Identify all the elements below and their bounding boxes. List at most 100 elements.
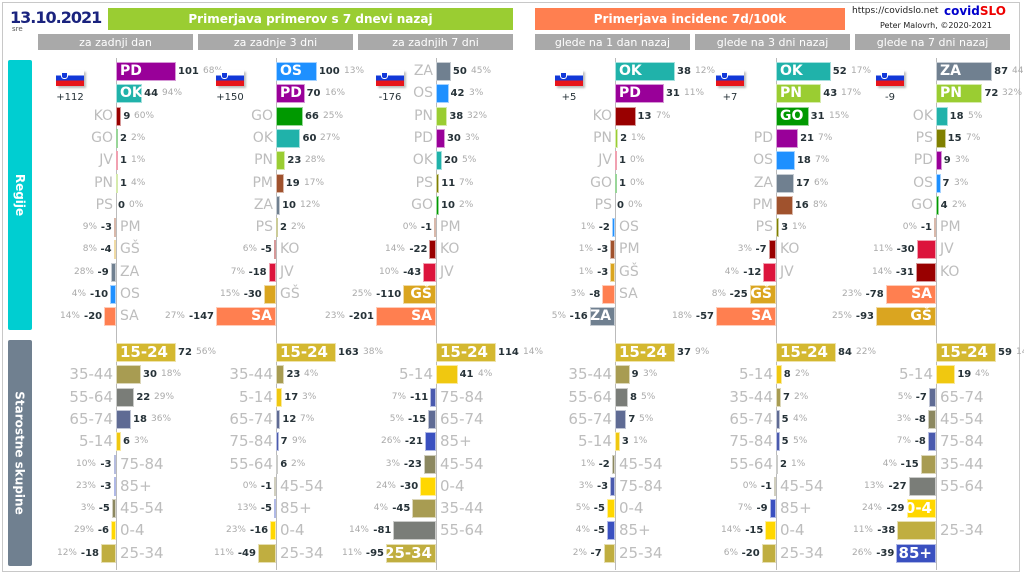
bar-label: 45-54 — [940, 409, 984, 428]
bar-label: 15-24 — [280, 343, 328, 361]
bar-value: 10 — [282, 199, 296, 211]
bar-value: -30 — [400, 480, 419, 492]
bar-label: 65-74 — [440, 409, 484, 428]
bar-percent: 2% — [291, 222, 306, 233]
bar-value: -1 — [920, 222, 932, 234]
bar-value: 3 — [621, 436, 629, 448]
bar-age — [615, 365, 630, 385]
bar-percent: 5% — [793, 436, 808, 447]
bar-percent: 3% — [80, 503, 95, 514]
bar-region — [436, 62, 451, 81]
bar-label: 65-74 — [940, 387, 984, 406]
bar-value: -1 — [420, 222, 432, 234]
bar-label: 25-34 — [384, 543, 432, 562]
bar-label: 45-54 — [619, 454, 663, 473]
bar-value: 84 — [838, 347, 852, 358]
bar-percent: 23% — [841, 289, 862, 299]
bar-value: 6 — [280, 458, 288, 470]
bar-region — [436, 106, 448, 126]
site-url[interactable]: https://covidslo.net — [852, 6, 939, 16]
bar-percent: 1% — [578, 266, 593, 277]
bar-percent: 9% — [695, 347, 710, 357]
bar-percent: 17% — [841, 88, 862, 99]
bar-percent: 13% — [863, 480, 884, 491]
bar-age — [436, 343, 496, 362]
bar-label: 25-34 — [940, 521, 984, 540]
bar-percent: 2% — [952, 199, 967, 210]
bar-age — [896, 543, 936, 563]
bar-percent: 14% — [384, 244, 405, 255]
bar-percent: 10% — [75, 458, 96, 469]
bar-age — [920, 454, 936, 474]
bar-percent: 1% — [633, 436, 648, 447]
bar-region — [276, 151, 286, 171]
bar-value: 3 — [781, 222, 789, 234]
bar-region — [776, 106, 809, 126]
bar-value: 16 — [794, 199, 809, 211]
bar-percent: 4% — [793, 413, 808, 424]
bar-value: 15 — [947, 132, 962, 144]
bar-label: ZA — [590, 308, 611, 325]
bar-region — [776, 128, 799, 148]
bar-value: 21 — [800, 132, 815, 144]
bar-percent: 0% — [402, 222, 417, 233]
total-change: +5 — [561, 92, 577, 103]
bar-age — [276, 454, 279, 474]
bar-percent: 7% — [300, 413, 315, 424]
slovenia-flag-icon — [555, 70, 583, 86]
bar-region — [436, 195, 439, 215]
bar-percent: 1% — [131, 155, 146, 166]
bar-percent: 26% — [851, 547, 872, 558]
bar-value: -5 — [260, 244, 272, 256]
bar-region — [749, 285, 776, 304]
bar-value: -29 — [886, 503, 905, 515]
bar-value: -5 — [98, 503, 110, 515]
bar-value: 72 — [984, 88, 999, 100]
bar-percent: 2% — [572, 547, 587, 558]
bar-percent: 2% — [291, 458, 306, 469]
bar-age — [606, 521, 615, 541]
bar-label: OS — [413, 85, 433, 102]
bar-percent: 5% — [389, 413, 404, 424]
bar-age — [274, 476, 276, 496]
bar-label: PN — [780, 85, 802, 102]
bar-label: SA — [751, 308, 772, 325]
bar-region — [276, 128, 301, 148]
bar-region — [885, 285, 936, 304]
bar-value: -95 — [365, 547, 384, 559]
bar-value: 100 — [318, 66, 340, 77]
bar-value: 60 — [302, 132, 317, 144]
bar-age — [116, 343, 176, 362]
bar-region — [876, 307, 936, 327]
bar-region — [276, 195, 281, 215]
slovenia-flag-icon — [376, 70, 404, 86]
bar-percent: 22% — [856, 347, 877, 357]
axis-line — [436, 58, 437, 570]
bar-percent: 7% — [391, 391, 406, 402]
bar-value: 114 — [498, 347, 519, 358]
bar-value: 44 — [144, 88, 159, 100]
bar-label: 75-84 — [120, 454, 164, 473]
bar-value: -15 — [408, 413, 427, 425]
bar-value: -9 — [97, 266, 109, 278]
bar-value: -10 — [89, 289, 109, 300]
bar-age — [436, 365, 458, 385]
bar-percent: 3% — [465, 132, 480, 143]
bar-percent: 1% — [580, 458, 595, 469]
bar-percent: 3% — [570, 289, 585, 299]
bar-label: 55-64 — [568, 387, 612, 406]
bar-percent: 16% — [325, 88, 346, 99]
bar-age — [111, 521, 116, 541]
bar-label: 65-74 — [229, 409, 273, 428]
bar-percent: 11% — [872, 244, 893, 255]
bar-percent: 0% — [902, 222, 917, 233]
bar-label: 15-24 — [780, 343, 828, 361]
bar-value: 66 — [304, 110, 319, 122]
bar-value: 18 — [133, 413, 147, 425]
bar-percent: 9% — [82, 222, 97, 233]
bar-label: 5-14 — [238, 387, 273, 406]
bar-label: GŠ — [910, 308, 932, 325]
bar-label: SA — [911, 286, 932, 302]
bar-label: 35-44 — [729, 387, 773, 406]
bar-percent: 4% — [131, 177, 146, 188]
